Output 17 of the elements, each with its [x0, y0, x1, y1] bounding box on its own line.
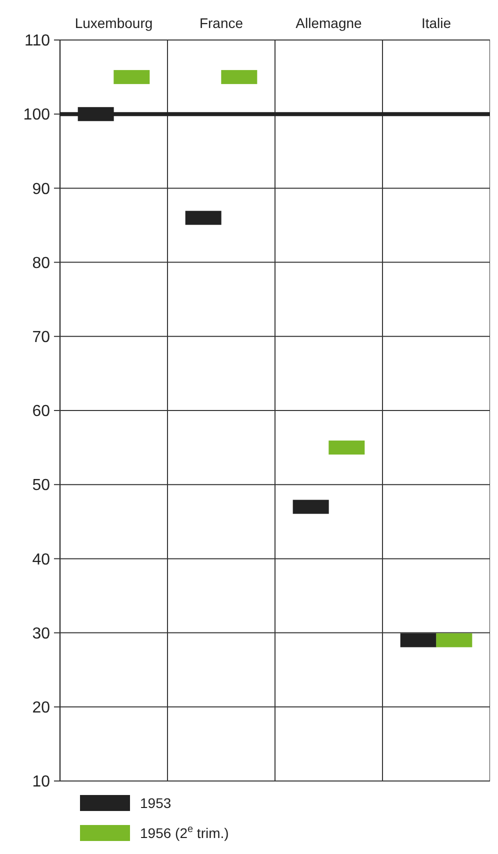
y-tick-label: 50 [32, 477, 50, 494]
y-tick-label: 30 [32, 625, 50, 642]
x-tick-label: Allemagne [296, 15, 362, 31]
y-tick-label: 100 [23, 106, 50, 124]
x-tick-label: France [199, 15, 244, 31]
y-tick-label: 90 [32, 180, 50, 198]
x-tick-label: Luxembourg [74, 15, 153, 31]
y-tick-label: 20 [32, 700, 50, 716]
legend-label: 1956 (2$^{e}$ trim.) [140, 824, 229, 841]
y-tick-label: 40 [32, 551, 50, 568]
y-tick-label: 110 [24, 32, 50, 50]
y-tick-label: 60 [32, 403, 50, 420]
y-tick-label: 10 [32, 774, 50, 791]
x-tick-label: Italie [421, 15, 452, 31]
y-tick-label: 70 [32, 329, 50, 346]
y-tick-label: 80 [32, 254, 50, 272]
legend-label: 1953 [140, 795, 172, 811]
